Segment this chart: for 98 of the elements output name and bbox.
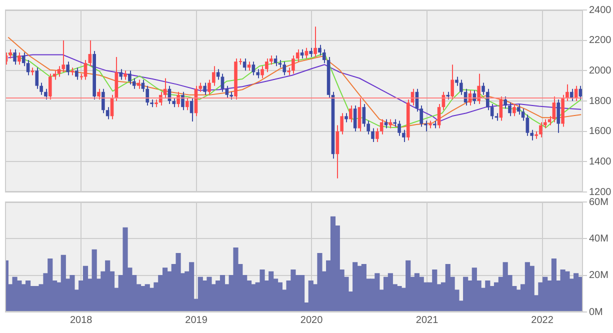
candlestick xyxy=(84,60,88,80)
y-tick-label: 1600 xyxy=(589,126,612,138)
candlestick xyxy=(18,52,21,66)
candlestick xyxy=(119,68,123,80)
candlestick xyxy=(570,88,574,102)
y-tick-label: 2400 xyxy=(589,4,612,16)
candlestick xyxy=(459,79,463,96)
x-tick-label: 2018 xyxy=(70,314,93,326)
x-tick-label: 2020 xyxy=(300,314,324,326)
bar xyxy=(60,254,66,312)
candlestick xyxy=(402,129,406,142)
candlestick xyxy=(512,104,516,117)
candlestick xyxy=(530,129,534,141)
bar xyxy=(206,276,212,312)
y-tick-label: 2000 xyxy=(589,65,612,76)
candlestick xyxy=(358,97,362,132)
candlestick xyxy=(44,88,48,100)
y-tick-label: 60M xyxy=(589,196,608,208)
y-tick-label: 1400 xyxy=(589,156,612,168)
candlestick xyxy=(242,58,246,72)
candlestick xyxy=(75,67,78,80)
candlestick xyxy=(106,106,110,120)
candlestick xyxy=(247,61,251,72)
bar xyxy=(317,253,322,312)
candlestick xyxy=(172,97,176,108)
candlestick xyxy=(282,61,286,76)
candlestick xyxy=(309,47,313,58)
bar xyxy=(233,248,238,312)
candlestick xyxy=(185,97,189,111)
x-tick-label: 2022 xyxy=(531,314,554,326)
candlestick xyxy=(362,104,366,128)
candlestick xyxy=(296,48,300,62)
candlestick xyxy=(482,82,485,96)
candlestick xyxy=(97,88,100,100)
candlestick xyxy=(516,104,520,116)
bar xyxy=(361,264,366,312)
candlestick xyxy=(260,66,264,79)
y-tick-label: 0M xyxy=(589,306,603,318)
y-tick-label: 1800 xyxy=(589,96,612,107)
candlestick xyxy=(176,91,180,108)
x-tick-label: 2019 xyxy=(185,314,208,326)
candlestick xyxy=(292,55,295,74)
candlestick xyxy=(208,79,211,96)
candlestick xyxy=(371,128,374,142)
candlestick xyxy=(322,48,326,64)
candlestick xyxy=(256,68,260,79)
candlestick xyxy=(181,91,184,111)
y-tick-label: 2200 xyxy=(589,35,612,46)
x-tick-label: 2021 xyxy=(416,314,439,326)
candlestick xyxy=(52,70,56,80)
candlestick xyxy=(388,118,392,129)
candlestick xyxy=(314,26,317,58)
candlestick xyxy=(398,120,401,136)
candlestick xyxy=(216,68,220,80)
candlestick xyxy=(552,96,556,123)
bar xyxy=(551,258,556,312)
candlestick xyxy=(521,108,525,122)
candlestick xyxy=(48,73,52,100)
y-tick-label: 20M xyxy=(589,270,608,282)
candlestick xyxy=(499,96,503,122)
candlestick xyxy=(212,66,216,86)
bar xyxy=(122,227,128,312)
candlestick xyxy=(384,118,388,129)
candlestick xyxy=(274,55,278,67)
candlestick xyxy=(35,67,39,90)
y-tick-label: 40M xyxy=(589,233,608,244)
candlestick xyxy=(62,40,66,73)
candlestick xyxy=(353,105,357,132)
candlestick xyxy=(477,73,480,105)
candlestick xyxy=(136,79,140,90)
candlestick xyxy=(556,98,560,134)
y-tick-label: 1200 xyxy=(589,186,612,198)
candlestick xyxy=(336,124,340,179)
bar xyxy=(529,266,534,312)
candlestick xyxy=(57,66,61,78)
candlestick xyxy=(380,118,384,135)
candlestick xyxy=(504,96,507,110)
candlestick xyxy=(220,73,224,92)
candlestick xyxy=(376,128,379,142)
candlestick xyxy=(508,102,512,117)
candlestick xyxy=(102,88,105,114)
candlestick xyxy=(225,85,229,98)
candlestick xyxy=(66,61,70,76)
candlestick xyxy=(349,105,352,123)
candlestick xyxy=(344,112,348,123)
bar xyxy=(260,270,265,312)
candlestick xyxy=(300,48,304,60)
candlestick xyxy=(526,114,530,136)
candlestick xyxy=(203,82,206,96)
candlestick xyxy=(124,70,127,80)
candlestick xyxy=(437,104,441,129)
candlestick xyxy=(450,64,454,100)
candlestick xyxy=(304,47,308,60)
candlestick xyxy=(13,48,16,66)
bar xyxy=(564,271,570,312)
bar xyxy=(70,275,75,312)
candlestick xyxy=(424,120,428,132)
candlestick xyxy=(340,112,344,135)
